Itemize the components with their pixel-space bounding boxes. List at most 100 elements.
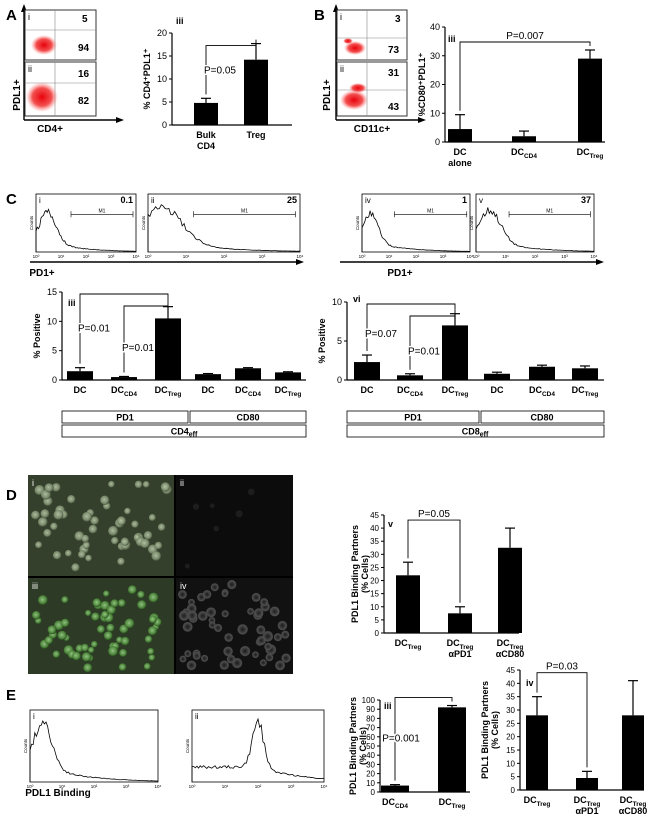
hist-roman: i [33, 712, 35, 721]
cell [106, 623, 115, 633]
histogram: i 0.1 M1 Counts 10⁰ 10¹ 10² 10³ 10⁴ [29, 193, 140, 259]
y-tick-label: 10 [366, 779, 375, 788]
group-boxes-c-right: PD1 CD80 CD8eff [346, 410, 605, 439]
cell [60, 618, 70, 628]
bar [235, 368, 261, 380]
cell [227, 579, 237, 590]
y-tick-label: 0 [371, 788, 376, 797]
bar [529, 366, 555, 380]
cell [137, 600, 147, 610]
p-value-label: P=0.007 [506, 31, 544, 42]
y-axis-label: PDL1 Binding Partners [480, 681, 490, 779]
hist-tick-label: 10⁴ [321, 784, 328, 789]
cell [197, 610, 208, 621]
y-tick-label: 5 [511, 773, 516, 782]
bar [448, 613, 472, 633]
significance-bracket [409, 309, 456, 370]
cell [67, 495, 76, 504]
tick-label: αPD1 [448, 649, 471, 659]
hist-gate-label: M1 [546, 208, 553, 214]
tick-label: DCCD4 [511, 147, 537, 160]
y-tick-label: 10 [47, 316, 57, 326]
tick-label: DCTreg [439, 797, 466, 810]
cell [178, 610, 190, 621]
hist-tick-label: 10² [221, 254, 228, 259]
cell [91, 612, 100, 622]
panel-roman: v [388, 519, 393, 529]
cell [137, 590, 145, 599]
y-tick-label: 40 [370, 524, 379, 533]
panel-letter-a: A [6, 7, 17, 24]
cell [187, 610, 198, 621]
cell [223, 646, 233, 657]
cell [144, 635, 153, 644]
bar [572, 368, 598, 380]
cell [43, 528, 52, 538]
hist-tick-label: 10¹ [386, 254, 393, 259]
y-tick-label: 70 [366, 724, 375, 733]
tick-label: DCTreg [577, 147, 604, 160]
hist-roman: v [479, 196, 483, 205]
panel-roman: iii [448, 34, 456, 44]
cell [57, 630, 67, 641]
quadrant-value: 3 [395, 14, 401, 25]
significance-bracket [123, 302, 169, 373]
cell [53, 509, 64, 520]
tick-label: DC [74, 385, 87, 395]
bar [622, 715, 644, 790]
cell [81, 534, 90, 543]
tick-label: αCD80 [496, 649, 525, 659]
cell [143, 662, 151, 670]
hist-frame [147, 193, 301, 253]
cell [224, 633, 234, 642]
hist-frame [29, 709, 159, 783]
y-tick-label: 90 [366, 705, 375, 714]
cell [108, 480, 115, 488]
y-tick-label: 5 [375, 616, 380, 625]
cell [269, 606, 280, 617]
group-label: CD80 [236, 413, 259, 423]
tick-label: DCCD4 [397, 385, 423, 398]
cell [231, 657, 243, 669]
group-label: PD1 [404, 413, 422, 423]
y-tick-label: 20 [506, 733, 515, 742]
bar [484, 373, 510, 380]
cell [219, 660, 230, 670]
cell [37, 595, 48, 606]
hist-trace [29, 720, 159, 782]
micrograph-roman: iv [180, 581, 187, 591]
p-value-label: P=0.05 [418, 509, 450, 520]
histograms-e: i Counts 10⁰ 10¹ 10² 10³ 10⁴ ii Counts 10⁰ 10¹ 10² 1… [23, 709, 328, 789]
hist-roman: i [39, 196, 41, 205]
y-tick-label: 5 [52, 346, 57, 356]
p-value-label: P=0.01 [78, 324, 110, 335]
bar-chart-c-vi: 0 5 10 % Positive vi DC DCCD4 DCTreg DC DCCD4 DCTr… [317, 294, 604, 398]
cell [247, 607, 255, 615]
cell [127, 585, 137, 595]
bar [194, 102, 218, 125]
hist-tick-label: 10¹ [222, 784, 229, 789]
y-tick-label: 20 [370, 577, 379, 586]
y-tick-label: 40 [506, 679, 515, 688]
cell [148, 592, 159, 603]
hist-tick-label: 10⁴ [133, 254, 140, 259]
cell [44, 483, 54, 493]
bar [578, 58, 602, 142]
histograms-c: i 0.1 M1 Counts 10⁰ 10¹ 10² 10³ 10⁴ ii 25 M1 Counts 1… [29, 193, 598, 259]
y-axis-label: % Positive [32, 313, 42, 358]
y-tick-label: 0 [337, 375, 342, 385]
bar [442, 325, 468, 380]
cell [184, 650, 192, 658]
cell [103, 590, 110, 597]
hist-roman: iv [365, 196, 371, 205]
y-tick-label: 45 [506, 666, 515, 675]
hist-ylabel: Counts [141, 215, 146, 230]
hist-xlabel: PD1+ [387, 268, 412, 279]
cell [52, 551, 62, 560]
y-tick-label: 15 [157, 51, 167, 61]
hist-gate-label: M1 [241, 208, 248, 214]
tick-label: DCTreg [275, 385, 302, 398]
dot-plot-b: PDL1+ i ii 3 73 31 43 CD11c+ [322, 4, 426, 135]
bar [397, 375, 423, 380]
cell [143, 531, 153, 540]
